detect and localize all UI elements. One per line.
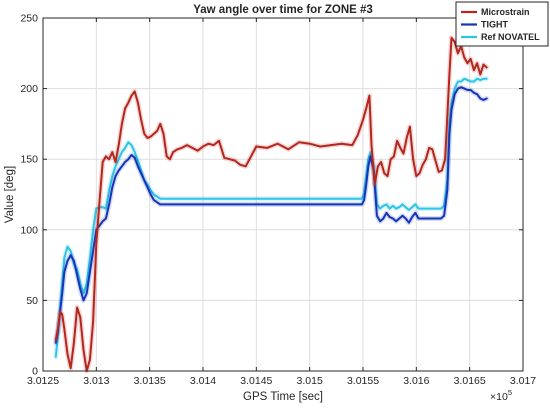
x-axis-multiplier-prefix: ×	[490, 391, 496, 403]
x-axis-label: GPS Time [sec]	[243, 391, 323, 403]
y-axis-label: Value [deg]	[4, 166, 16, 223]
legend-label-microstrain: Microstrain	[481, 7, 530, 17]
x-tick-label: 3.013	[83, 375, 109, 387]
series-line-ref-novatel	[54, 77, 488, 358]
y-tick-label: 100	[20, 224, 38, 236]
legend-label-tight: TIGHT	[481, 20, 508, 30]
x-tick-label: 3.015	[297, 375, 323, 387]
y-axis-ticks: 0 50 100 150 200 250	[20, 13, 523, 378]
x-tick-label: 3.017	[510, 375, 536, 387]
x-tick-label: 3.0145	[240, 375, 272, 387]
x-tick-label: 3.0135	[134, 375, 166, 387]
plot-frame	[42, 17, 524, 372]
x-axis-ticks: 3.0125 3.013 3.0135 3.014 3.0145 3.015 3.0155 3…	[27, 18, 536, 387]
y-tick-label: 250	[20, 13, 38, 25]
y-tick-label: 0	[32, 366, 38, 378]
series-line-microstrain	[54, 36, 488, 372]
plot-area	[43, 18, 523, 371]
legend-label-ref-novatel: Ref NOVATEL	[481, 32, 540, 42]
y-tick-label: 50	[26, 295, 38, 307]
chart-title: Yaw angle over time for ZONE #3	[193, 4, 373, 16]
y-tick-label: 200	[20, 83, 38, 95]
legend: Microstrain TIGHT Ref NOVATEL	[455, 1, 549, 47]
x-axis-multiplier-base: 10	[496, 391, 508, 403]
y-tick-label: 150	[20, 154, 38, 166]
x-tick-label: 3.0165	[454, 375, 486, 387]
series-layer	[53, 35, 490, 374]
x-tick-label: 3.016	[403, 375, 429, 387]
x-axis-multiplier-exponent: 5	[508, 388, 512, 397]
x-tick-label: 3.0155	[347, 375, 379, 387]
x-axis-multiplier: ×105	[490, 388, 512, 403]
x-tick-label: 3.0125	[27, 375, 59, 387]
x-tick-label: 3.014	[190, 375, 216, 387]
